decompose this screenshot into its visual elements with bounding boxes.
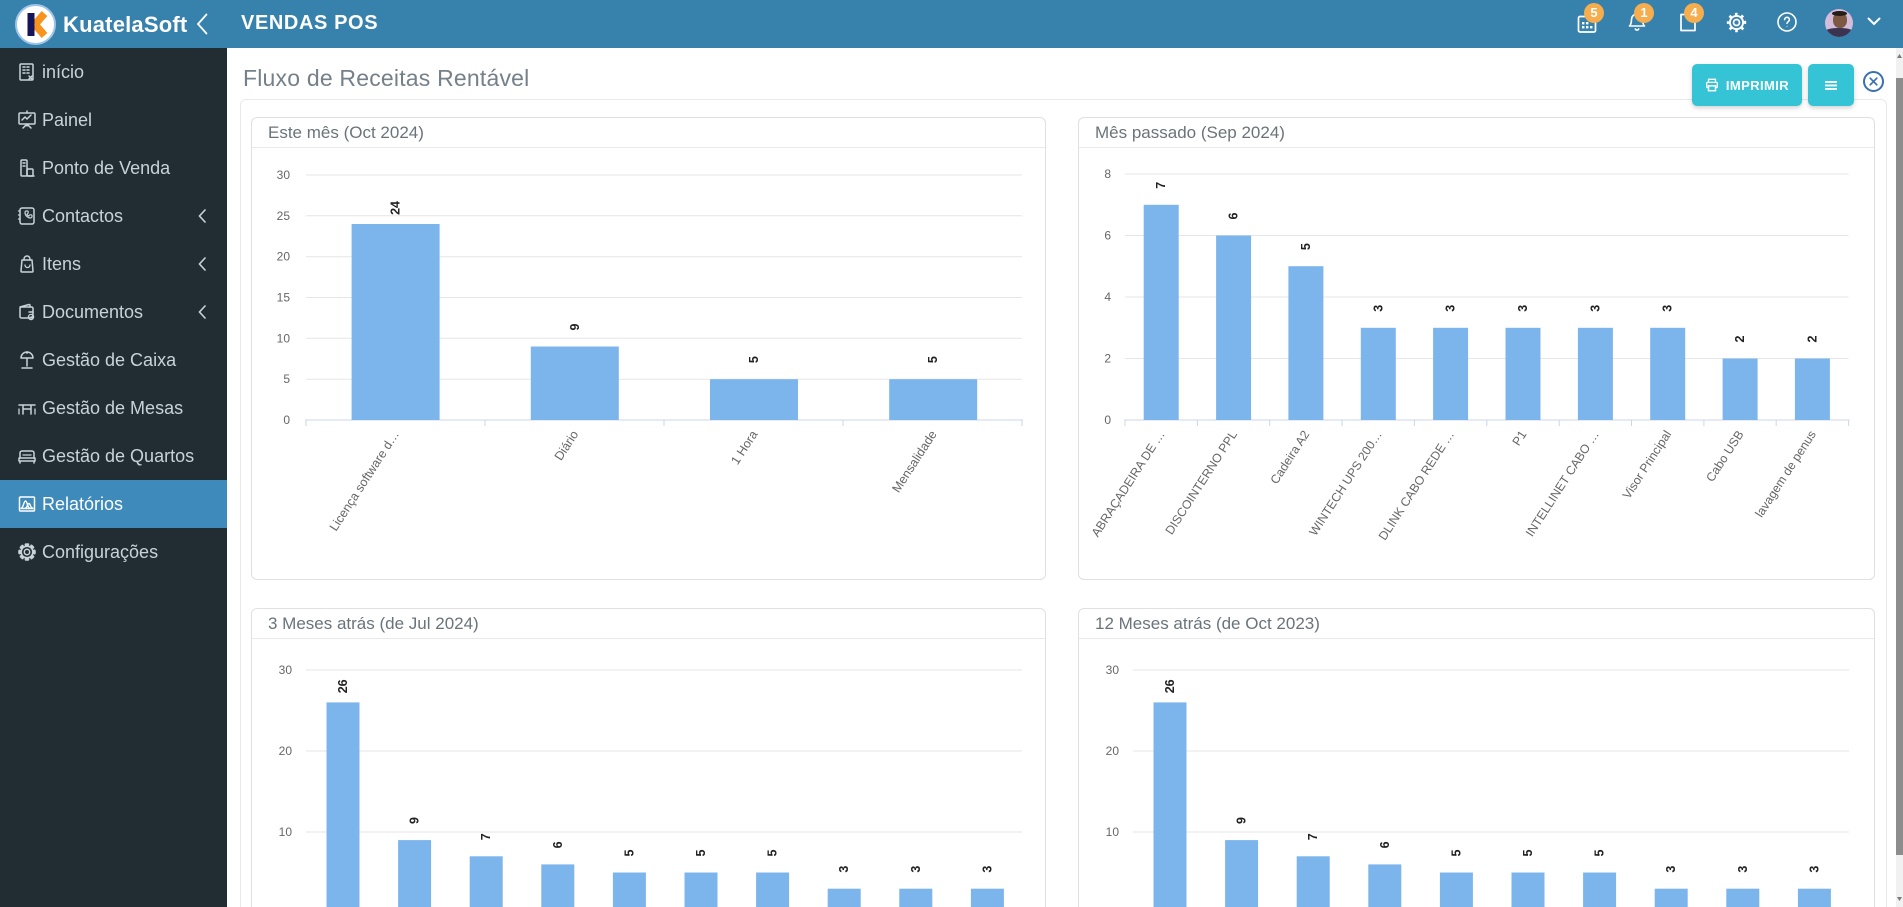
svg-text:9: 9 (408, 817, 422, 824)
svg-text:Diário: Diário (552, 428, 582, 463)
svg-text:30: 30 (277, 168, 291, 182)
svg-text:0: 0 (1104, 413, 1111, 427)
svg-text:5: 5 (1299, 243, 1313, 250)
svg-text:ABRAÇADEIRA DE …: ABRAÇADEIRA DE … (1089, 428, 1168, 539)
svg-text:5: 5 (1521, 849, 1535, 856)
svg-text:15: 15 (277, 291, 291, 305)
svg-text:3: 3 (1807, 866, 1821, 873)
svg-text:DLINK CABO REDE …: DLINK CABO REDE … (1376, 428, 1457, 543)
svg-text:26: 26 (336, 679, 350, 693)
svg-text:P1: P1 (1510, 428, 1530, 448)
svg-text:30: 30 (279, 663, 293, 677)
svg-text:3: 3 (1371, 305, 1385, 312)
svg-text:1 Hora: 1 Hora (728, 428, 760, 467)
svg-text:7: 7 (1306, 833, 1320, 840)
svg-text:5: 5 (622, 849, 636, 856)
svg-text:3: 3 (909, 866, 923, 873)
svg-text:6: 6 (1227, 212, 1241, 219)
svg-text:5: 5 (766, 849, 780, 856)
svg-text:3: 3 (980, 866, 994, 873)
svg-text:INTELLINET CABO …: INTELLINET CABO … (1523, 428, 1602, 539)
svg-text:0: 0 (283, 413, 290, 427)
svg-text:20: 20 (1106, 744, 1120, 758)
svg-text:5: 5 (694, 849, 708, 856)
svg-text:DISCOINTERNO PPL: DISCOINTERNO PPL (1162, 428, 1240, 537)
svg-text:9: 9 (1235, 817, 1249, 824)
svg-text:3: 3 (1664, 866, 1678, 873)
svg-text:2: 2 (1104, 352, 1111, 366)
svg-text:Cadeira A2: Cadeira A2 (1268, 428, 1313, 487)
svg-text:3: 3 (1736, 866, 1750, 873)
svg-text:3: 3 (1588, 305, 1602, 312)
svg-text:10: 10 (1106, 825, 1120, 839)
svg-text:10: 10 (277, 331, 291, 345)
svg-text:3: 3 (1444, 305, 1458, 312)
svg-text:WINTECH UPS 200…: WINTECH UPS 200… (1306, 428, 1384, 538)
svg-text:3: 3 (1661, 305, 1675, 312)
svg-text:7: 7 (479, 833, 493, 840)
svg-text:30: 30 (1106, 663, 1120, 677)
svg-text:26: 26 (1163, 679, 1177, 693)
svg-text:5: 5 (283, 372, 290, 386)
svg-text:20: 20 (277, 250, 291, 264)
svg-text:Visor Principal: Visor Principal (1620, 428, 1674, 501)
svg-text:7: 7 (1154, 182, 1168, 189)
svg-text:2: 2 (1805, 335, 1819, 342)
svg-text:9: 9 (568, 323, 582, 330)
svg-text:Mensalidade: Mensalidade (889, 428, 939, 495)
svg-text:2: 2 (1733, 335, 1747, 342)
svg-text:20: 20 (279, 744, 293, 758)
svg-text:5: 5 (1449, 849, 1463, 856)
svg-text:lavagem de penus: lavagem de penus (1752, 428, 1818, 520)
svg-text:Licença software d…: Licença software d… (327, 428, 402, 534)
svg-text:5: 5 (926, 356, 940, 363)
svg-text:5: 5 (747, 356, 761, 363)
svg-text:4: 4 (1104, 290, 1111, 304)
svg-text:6: 6 (1104, 229, 1111, 243)
svg-text:Cabo USB: Cabo USB (1703, 428, 1746, 484)
svg-text:24: 24 (389, 201, 403, 215)
svg-text:6: 6 (551, 841, 565, 848)
svg-text:10: 10 (279, 825, 293, 839)
svg-text:3: 3 (837, 866, 851, 873)
svg-text:8: 8 (1104, 167, 1111, 181)
svg-text:6: 6 (1378, 841, 1392, 848)
svg-text:3: 3 (1516, 305, 1530, 312)
svg-text:25: 25 (277, 209, 291, 223)
svg-text:5: 5 (1593, 849, 1607, 856)
